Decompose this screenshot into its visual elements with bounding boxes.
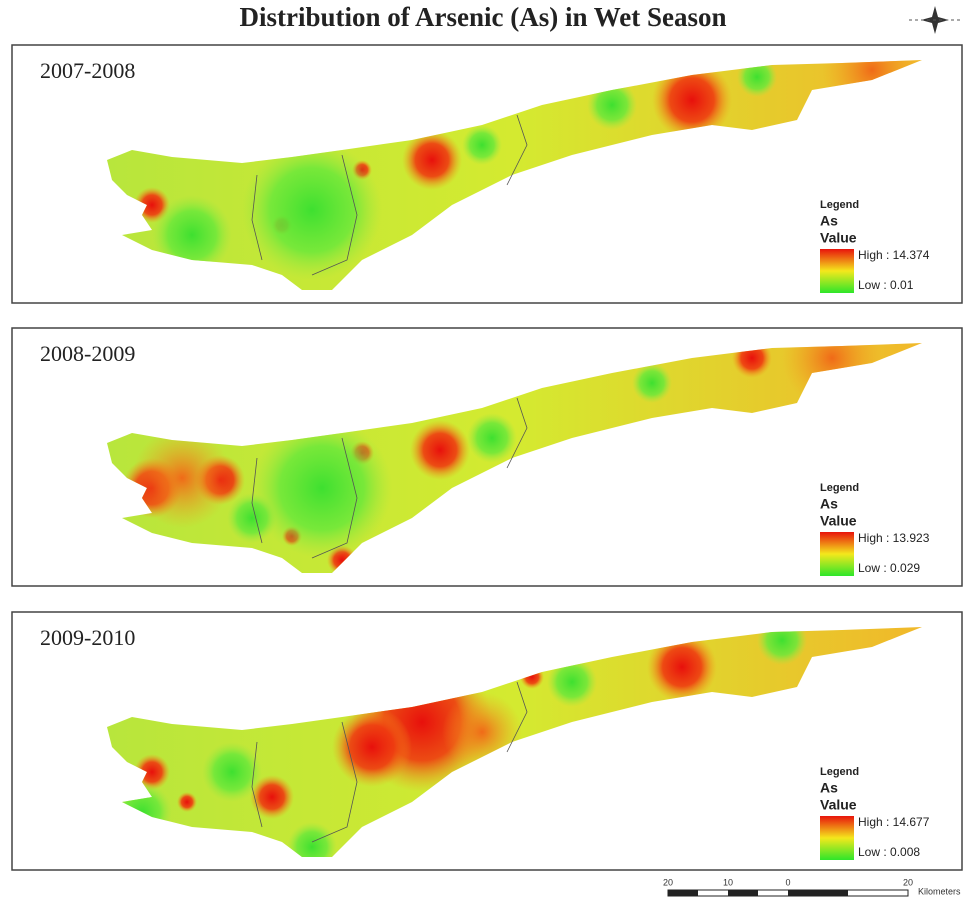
legend-subtitle: Value (820, 513, 857, 529)
legend-ramp (820, 816, 854, 860)
legend-subtitle: Value (820, 230, 857, 246)
legend-high: High : 13.923 (858, 531, 930, 545)
legend-field: As (820, 213, 838, 229)
hotspot (177, 792, 197, 812)
hotspot (462, 125, 502, 165)
legend-title: Legend (820, 199, 859, 211)
panel-label: 2007-2008 (40, 58, 135, 83)
hotspot (202, 742, 262, 802)
legend-field: As (820, 780, 838, 796)
hotspot (410, 420, 470, 480)
hotspot (467, 413, 517, 463)
scale-label: 10 (723, 877, 733, 887)
legend-low: Low : 0.01 (858, 278, 914, 292)
map-title: Distribution of Arsenic (As) in Wet Seas… (239, 2, 726, 32)
legend-subtitle: Value (820, 797, 857, 813)
hotspot (632, 363, 672, 403)
map-figure: Distribution of Arsenic (As) in Wet Seas… (0, 0, 966, 897)
compass (909, 6, 961, 34)
legend-title: Legend (820, 482, 859, 494)
legend-title: Legend (820, 766, 859, 778)
legend-low: Low : 0.029 (858, 561, 920, 575)
legend-low: Low : 0.008 (858, 845, 920, 859)
legend-ramp (820, 249, 854, 293)
legend-high: High : 14.677 (858, 815, 930, 829)
panel-label: 2008-2009 (40, 341, 135, 366)
panel-label: 2009-2010 (40, 625, 135, 650)
scale-label: 20 (903, 877, 913, 887)
legend-high: High : 14.374 (858, 248, 930, 262)
scale-unit: Kilometers (918, 886, 961, 896)
legend-ramp (820, 532, 854, 576)
hotspot (242, 140, 382, 280)
scale-bar (668, 890, 908, 896)
scale-label: 20 (663, 877, 673, 887)
hotspot (332, 707, 412, 787)
legend-field: As (820, 496, 838, 512)
scale-label: 0 (785, 877, 790, 887)
